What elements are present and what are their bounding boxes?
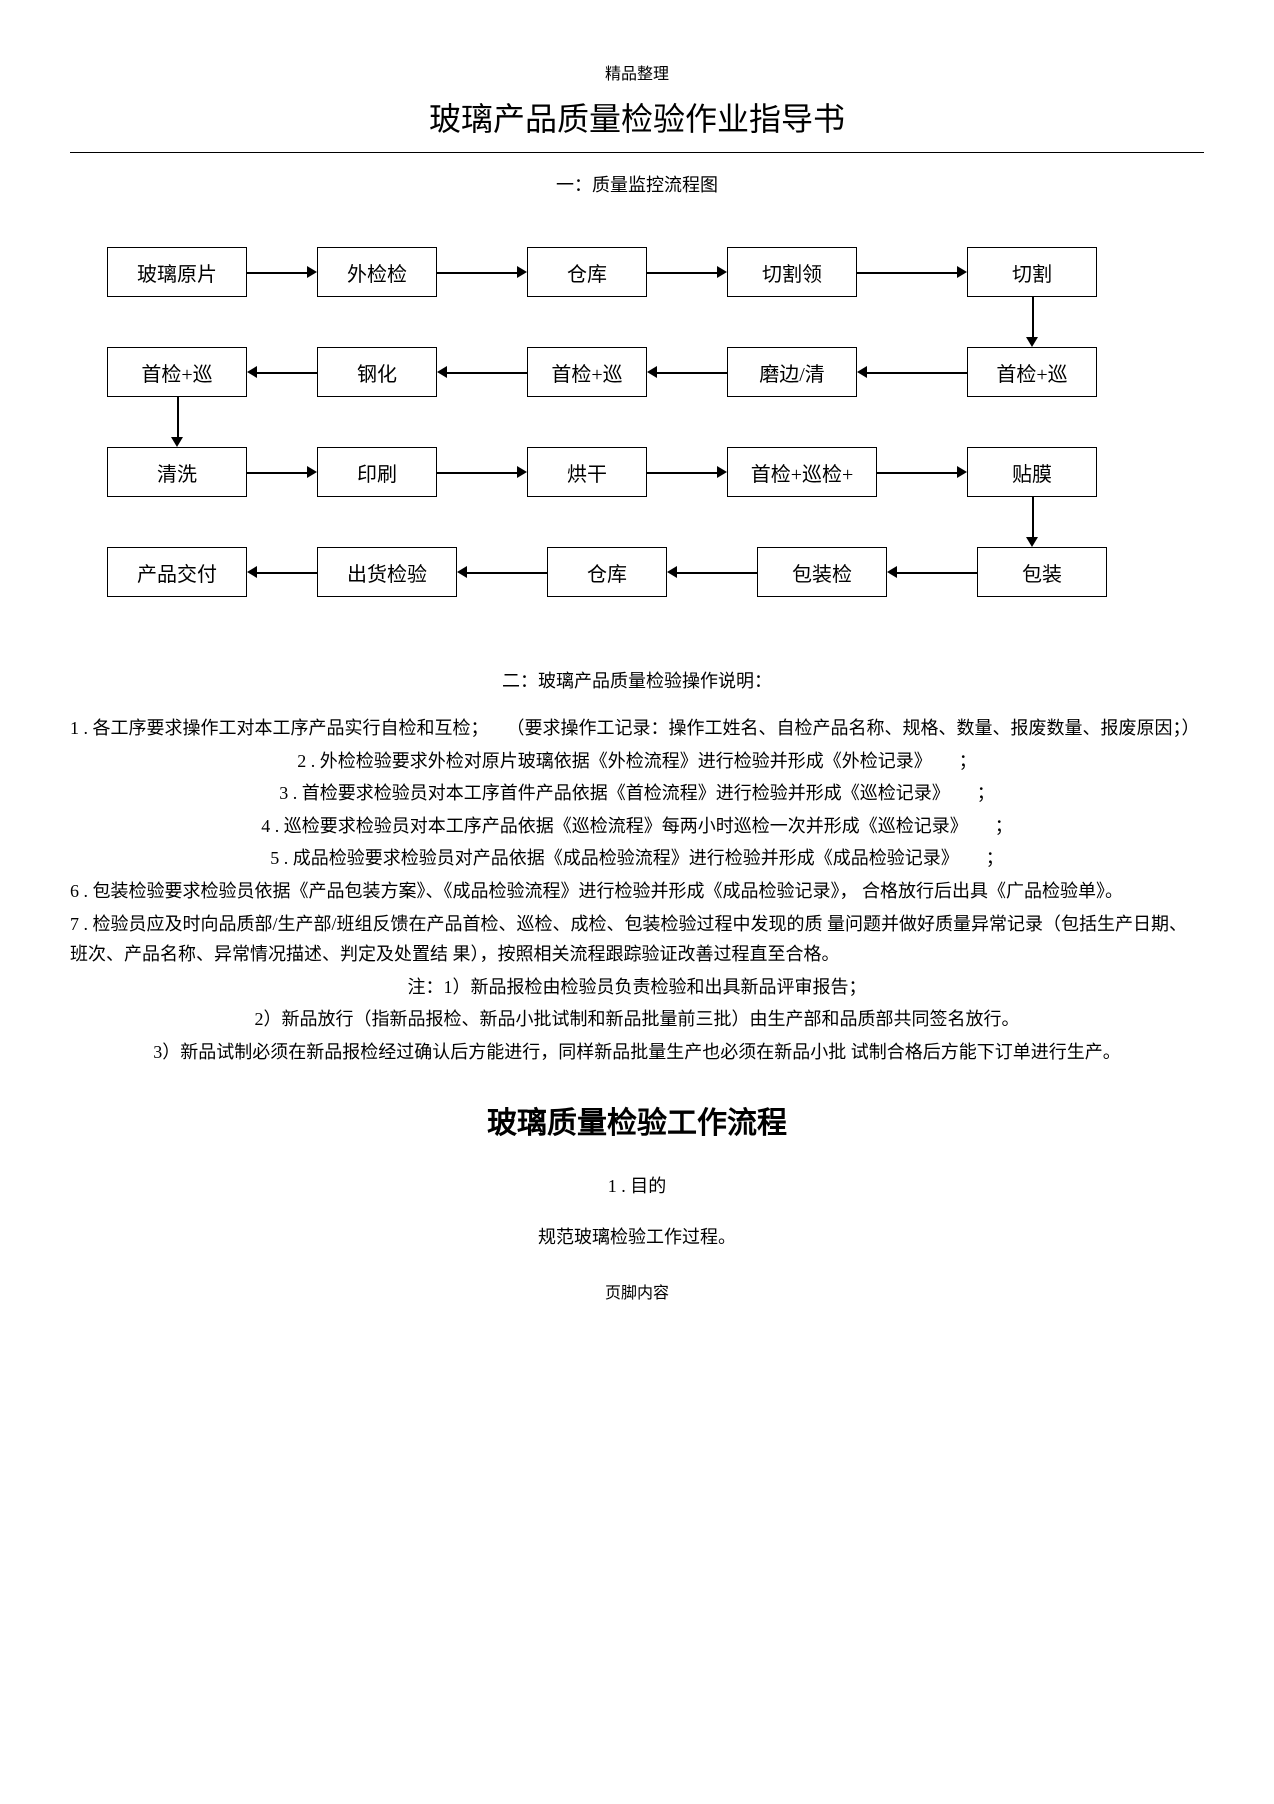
flow-node: 清洗 — [107, 447, 247, 497]
header-small: 精品整理 — [70, 60, 1204, 84]
flow-node: 烘干 — [527, 447, 647, 497]
arrow-line — [177, 397, 179, 439]
arrow-head-icon — [647, 366, 657, 378]
flow-node: 印刷 — [317, 447, 437, 497]
arrow-head-icon — [1026, 337, 1038, 347]
flow-node: 包装 — [977, 547, 1107, 597]
body-text: 1 . 各工序要求操作工对本工序产品实行自检和互检； （要求操作工记录：操作工姓… — [70, 713, 1204, 1068]
arrow-head-icon — [517, 466, 527, 478]
flow-node: 首检+巡 — [967, 347, 1097, 397]
note-2: 2）新品放行（指新品报检、新品小批试制和新品批量前三批）由生产部和品质部共同签名… — [70, 1004, 1204, 1035]
page-title: 玻璃产品质量检验作业指导书 — [70, 94, 1204, 153]
flow-node: 钢化 — [317, 347, 437, 397]
arrow-line — [255, 372, 317, 374]
subtitle: 一：质量监控流程图 — [70, 171, 1204, 197]
flow-node: 切割 — [967, 247, 1097, 297]
flow-node: 外检检 — [317, 247, 437, 297]
arrow-head-icon — [247, 566, 257, 578]
arrow-head-icon — [247, 366, 257, 378]
arrow-line — [247, 472, 309, 474]
arrow-head-icon — [517, 266, 527, 278]
flow-node: 产品交付 — [107, 547, 247, 597]
arrow-head-icon — [457, 566, 467, 578]
arrow-line — [437, 472, 519, 474]
arrow-line — [437, 272, 519, 274]
arrow-line — [857, 272, 959, 274]
item-4: 4 . 巡检要求检验员对本工序产品依据《巡检流程》每两小时巡检一次并形成《巡检记… — [70, 811, 1204, 842]
flow-node: 出货检验 — [317, 547, 457, 597]
arrow-head-icon — [887, 566, 897, 578]
arrow-head-icon — [957, 466, 967, 478]
flow-node: 仓库 — [547, 547, 667, 597]
flow-node: 仓库 — [527, 247, 647, 297]
arrow-head-icon — [717, 266, 727, 278]
arrow-line — [465, 572, 547, 574]
arrow-head-icon — [667, 566, 677, 578]
flow-node: 首检+巡检+ — [727, 447, 877, 497]
arrow-head-icon — [307, 466, 317, 478]
note-1: 注：1）新品报检由检验员负责检验和出具新品评审报告； — [70, 972, 1204, 1003]
flow-node: 包装检 — [757, 547, 887, 597]
arrow-line — [895, 572, 977, 574]
flow-node: 首检+巡 — [527, 347, 647, 397]
item-7: 7 . 检验员应及时向品质部/生产部/班组反馈在产品首检、巡检、成检、包装检验过… — [70, 909, 1204, 970]
arrow-head-icon — [717, 466, 727, 478]
item-5: 5 . 成品检验要求检验员对产品依据《成品检验流程》进行检验并形成《成品检验记录… — [70, 843, 1204, 874]
flow-node: 贴膜 — [967, 447, 1097, 497]
title2: 玻璃质量检验工作流程 — [70, 1098, 1204, 1142]
flow-node: 玻璃原片 — [107, 247, 247, 297]
arrow-head-icon — [307, 266, 317, 278]
purpose-num: 1 . 目的 — [70, 1172, 1204, 1198]
purpose-text: 规范玻璃检验工作过程。 — [70, 1223, 1204, 1249]
flowchart: 玻璃原片外检检仓库切割领切割首检+巡钢化首检+巡磨边/清首检+巡清洗印刷烘干首检… — [87, 247, 1187, 647]
arrow-head-icon — [171, 437, 183, 447]
arrow-line — [655, 372, 727, 374]
flow-node: 首检+巡 — [107, 347, 247, 397]
note-3: 3）新品试制必须在新品报检经过确认后方能进行，同样新品批量生产也必须在新品小批 … — [70, 1037, 1204, 1068]
item-1: 1 . 各工序要求操作工对本工序产品实行自检和互检； （要求操作工记录：操作工姓… — [70, 713, 1204, 744]
arrow-line — [647, 272, 719, 274]
footer: 页脚内容 — [70, 1279, 1204, 1303]
item-6: 6 . 包装检验要求检验员依据《产品包装方案》、《成品检验流程》进行检验并形成《… — [70, 876, 1204, 907]
item-3: 3 . 首检要求检验员对本工序首件产品依据《首检流程》进行检验并形成《巡检记录》… — [70, 778, 1204, 809]
section2-title: 二：玻璃产品质量检验操作说明： — [70, 667, 1204, 693]
flow-node: 切割领 — [727, 247, 857, 297]
arrow-line — [1032, 297, 1034, 339]
arrow-line — [675, 572, 757, 574]
arrow-head-icon — [437, 366, 447, 378]
arrow-line — [647, 472, 719, 474]
arrow-line — [445, 372, 527, 374]
arrow-line — [1032, 497, 1034, 539]
arrow-head-icon — [857, 366, 867, 378]
flow-node: 磨边/清 — [727, 347, 857, 397]
arrow-head-icon — [957, 266, 967, 278]
arrow-line — [247, 272, 309, 274]
arrow-line — [877, 472, 959, 474]
arrow-line — [865, 372, 967, 374]
arrow-line — [255, 572, 317, 574]
item-2: 2 . 外检检验要求外检对原片玻璃依据《外检流程》进行检验并形成《外检记录》 ； — [70, 746, 1204, 777]
arrow-head-icon — [1026, 537, 1038, 547]
